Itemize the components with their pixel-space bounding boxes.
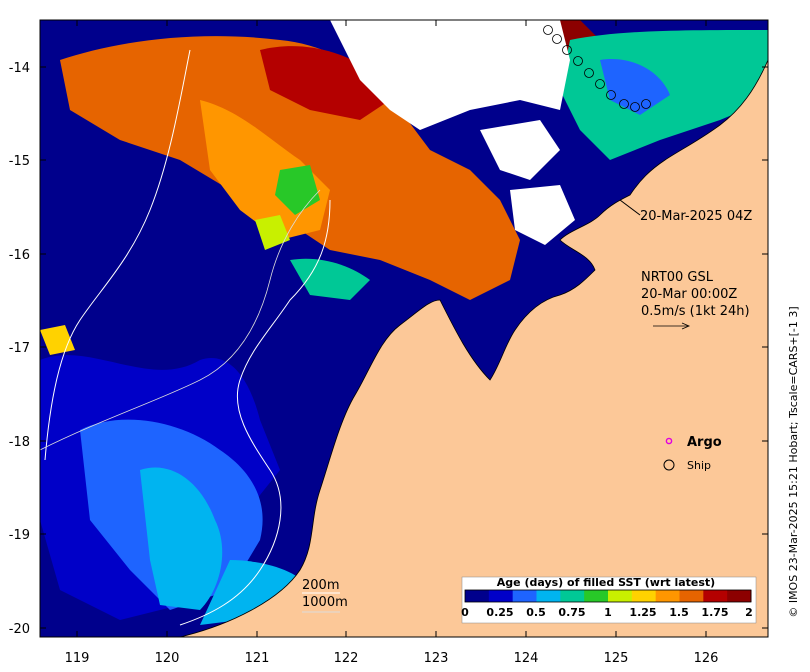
lon-tick-label: 122 — [334, 651, 359, 666]
sst-region-light-blue — [140, 467, 223, 610]
lon-tick-label: 123 — [424, 651, 449, 666]
sst-region-teal — [290, 258, 370, 300]
ship-marker-icon — [573, 56, 583, 66]
contour-200m — [179, 199, 331, 626]
contour-1000m-label: 1000m — [302, 595, 348, 610]
lat-tick: -14 — [9, 61, 768, 76]
colorbar-swatch — [512, 590, 537, 602]
lon-tick: 121 — [245, 20, 270, 666]
lon-tick-label: 125 — [604, 651, 629, 666]
colorbar-tick-label: 0.75 — [558, 606, 585, 619]
contour-1000m — [44, 49, 191, 461]
sst-region-blue-ne — [600, 59, 670, 115]
lon-tick-label: 124 — [514, 651, 539, 666]
ship-marker-icon — [606, 90, 616, 100]
pass-time-pointer — [619, 199, 641, 216]
ship-track — [543, 25, 651, 112]
colorbar-swatch — [560, 590, 585, 602]
lat-tick: -19 — [9, 528, 768, 543]
pass-time-label: 20-Mar-2025 04Z — [640, 209, 752, 224]
ship-marker-icon — [630, 102, 640, 112]
colorbar-swatch — [655, 590, 680, 602]
lon-tick-label: 121 — [245, 651, 270, 666]
colorbar-tick-label: 2 — [745, 606, 753, 619]
colorbar-swatch — [608, 590, 633, 602]
colorbar-swatch — [679, 590, 704, 602]
lat-tick: -18 — [9, 435, 768, 450]
colorbar-frame — [464, 589, 752, 603]
argo-legend: Argo — [665, 435, 722, 450]
ship-marker-icon — [595, 79, 605, 89]
colorbar-swatch — [703, 590, 728, 602]
argo-label: Argo — [687, 435, 722, 450]
colorbar-tick-label: 0.25 — [486, 606, 513, 619]
credit-text: © IMOS 23-Mar-2025 15:21 Hobart; Tscale=… — [787, 306, 800, 617]
lon-tick: 126 — [694, 20, 719, 666]
current-product-label: NRT00 GSL — [641, 270, 714, 285]
current-scale-arrow-icon — [653, 322, 691, 330]
colorbar: Age (days) of filled SST (wrt latest) 0 … — [461, 576, 757, 624]
ship-marker-icon — [543, 25, 553, 35]
lat-tick-label: -14 — [9, 61, 30, 76]
ship-marker-icon — [663, 459, 675, 471]
colorbar-tick-label: 1 — [604, 606, 612, 619]
lat-tick-label: -18 — [9, 435, 30, 450]
land-mass — [179, 59, 768, 637]
ship-marker-icon — [552, 34, 562, 44]
plot-frame — [39, 19, 769, 638]
colorbar-swatches — [465, 590, 752, 602]
argo-marker-icon — [665, 437, 673, 445]
lat-tick-label: -15 — [9, 154, 30, 169]
contour-200m-label: 200m — [302, 578, 339, 593]
ship-marker-icon — [641, 99, 651, 109]
lat-tick: -20 — [9, 622, 768, 637]
lat-axis: -14 -15 -16 -17 -18 -19 -20 — [9, 61, 768, 637]
ship-marker-icon — [562, 45, 572, 55]
current-scale-label: 0.5m/s (1kt 24h) — [641, 304, 750, 319]
colorbar-title: Age (days) of filled SST (wrt latest) — [497, 576, 715, 589]
current-time-label: 20-Mar 00:00Z — [641, 287, 737, 302]
lon-tick-label: 119 — [65, 651, 90, 666]
lon-tick: 123 — [424, 20, 449, 666]
colorbar-tick-label: 0 — [461, 606, 469, 619]
lat-tick-label: -20 — [9, 622, 30, 637]
colorbar-swatch — [465, 590, 490, 602]
ship-marker-icon — [584, 68, 594, 78]
colorbar-tick-label: 0.5 — [526, 606, 546, 619]
map-plot-area — [40, 20, 768, 637]
lon-tick: 124 — [514, 20, 539, 666]
lon-tick-label: 120 — [155, 651, 180, 666]
no-data-east — [480, 120, 560, 180]
colorbar-ticks: 0 0.25 0.5 0.75 1 1.25 1.5 1.75 2 — [461, 606, 753, 619]
colorbar-tick-label: 1.5 — [669, 606, 689, 619]
lat-tick: -17 — [9, 341, 768, 356]
colorbar-swatch — [488, 590, 514, 602]
sst-region-cyan-south — [200, 560, 310, 625]
lon-tick: 125 — [604, 20, 629, 666]
lat-tick-label: -17 — [9, 341, 30, 356]
lat-tick: -15 — [9, 154, 768, 169]
sst-region-yellow-green — [255, 215, 290, 250]
colorbar-tick-label: 1.75 — [701, 606, 728, 619]
colorbar-swatch — [536, 590, 561, 602]
ship-marker-icon — [619, 99, 629, 109]
lon-tick: 120 — [155, 20, 180, 666]
ship-legend: Ship — [663, 459, 711, 472]
ship-label: Ship — [687, 459, 711, 472]
no-data-north — [330, 20, 570, 130]
no-data-coast — [510, 185, 575, 245]
colorbar-swatch — [727, 590, 752, 602]
lon-axis: 119 120 121 122 123 124 125 126 — [65, 20, 719, 666]
lat-tick-label: -19 — [9, 528, 30, 543]
lat-tick: -16 — [9, 248, 768, 263]
lon-tick-label: 126 — [694, 651, 719, 666]
contour-1000m-east — [40, 189, 321, 451]
lat-tick-label: -16 — [9, 248, 30, 263]
colorbar-tick-label: 1.25 — [629, 606, 656, 619]
colorbar-swatch — [584, 590, 609, 602]
lon-tick: 122 — [334, 20, 359, 666]
lon-tick: 119 — [65, 20, 90, 666]
colorbar-swatch — [631, 590, 657, 602]
